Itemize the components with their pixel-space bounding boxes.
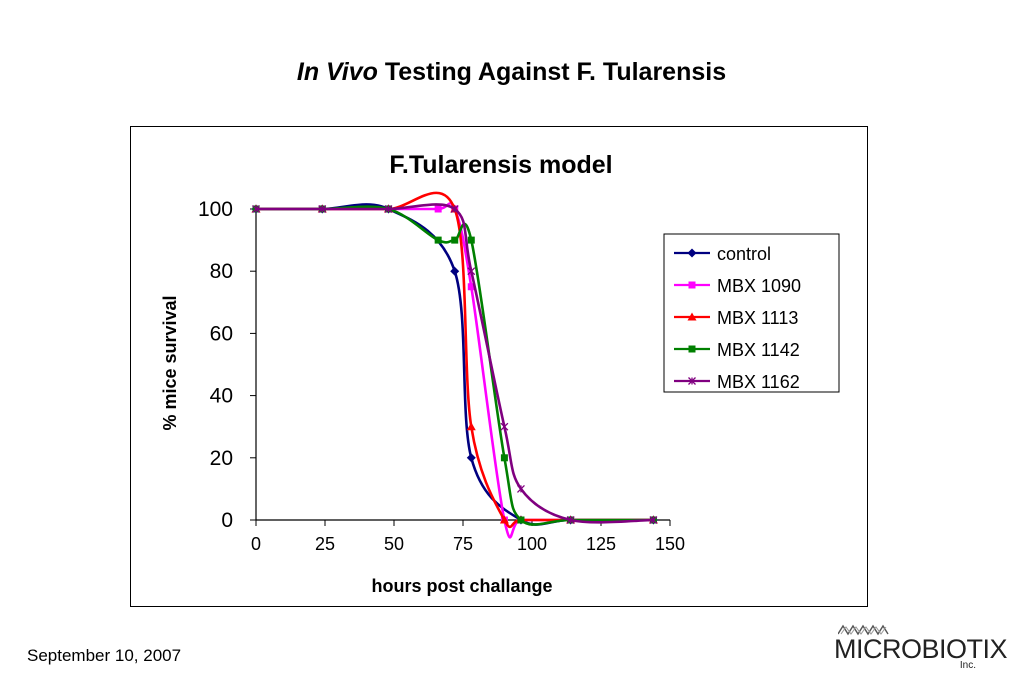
legend-marker bbox=[688, 345, 696, 353]
legend-label: MBX 1142 bbox=[717, 340, 800, 360]
legend-label: MBX 1162 bbox=[717, 372, 800, 392]
legend-entry: MBX 1142 bbox=[674, 340, 800, 360]
legend-marker bbox=[687, 248, 697, 258]
legend: control MBX 1090 MBX 1113 MBX 1142 MBX 1162 bbox=[663, 233, 840, 393]
y-axis-label: % mice survival bbox=[160, 295, 180, 430]
y-tick-label: 20 bbox=[210, 447, 233, 470]
x-tick-label: 125 bbox=[586, 534, 616, 554]
data-point bbox=[467, 283, 475, 291]
legend-marker bbox=[688, 281, 696, 289]
data-point bbox=[318, 205, 327, 213]
series-layer bbox=[251, 191, 658, 539]
axes: 0 20 40 60 80 100 0 25 50 75 100 125 150 bbox=[198, 198, 685, 554]
data-point bbox=[517, 516, 525, 524]
series-line bbox=[256, 203, 654, 524]
data-point bbox=[451, 236, 459, 244]
data-point bbox=[450, 266, 460, 276]
legend-box bbox=[663, 233, 840, 393]
chart-title: F.Tularensis model bbox=[389, 151, 612, 179]
series-line bbox=[256, 202, 654, 539]
survival-chart: F.Tularensis model hours post challange … bbox=[160, 151, 840, 596]
x-axis-label: hours post challange bbox=[371, 576, 552, 596]
x-tick-label: 100 bbox=[517, 534, 547, 554]
series-1 bbox=[251, 203, 658, 526]
legend-entry: MBX 1090 bbox=[674, 276, 801, 296]
data-point bbox=[466, 453, 476, 463]
data-point bbox=[467, 236, 475, 244]
x-tick-label: 50 bbox=[384, 534, 404, 554]
x-tick-label: 75 bbox=[453, 534, 473, 554]
series-5 bbox=[252, 203, 658, 524]
x-tick-label: 0 bbox=[251, 534, 261, 554]
legend-marker bbox=[688, 377, 696, 385]
logo-mark-icon bbox=[838, 624, 889, 636]
y-tick-label: 80 bbox=[210, 260, 233, 283]
footer-date: September 10, 2007 bbox=[27, 646, 182, 665]
microbiotix-logo: MICROBIOTIX Inc. bbox=[832, 624, 1008, 674]
x-tick-label: 150 bbox=[655, 534, 685, 554]
data-point bbox=[450, 205, 459, 213]
data-point bbox=[467, 267, 476, 276]
y-tick-label: 0 bbox=[221, 509, 233, 532]
data-point bbox=[500, 422, 509, 431]
slide-title-rest: Testing Against F. Tularensis bbox=[377, 58, 727, 86]
data-point bbox=[466, 422, 476, 431]
data-point bbox=[434, 205, 442, 213]
data-point bbox=[566, 516, 575, 524]
logo-wordmark: MICROBIOTIX bbox=[834, 634, 1008, 664]
series-2 bbox=[252, 202, 657, 539]
y-tick-label: 60 bbox=[210, 322, 233, 345]
y-tick-label: 100 bbox=[198, 198, 233, 221]
legend-label: MBX 1090 bbox=[717, 276, 801, 296]
slide-title: In Vivo Testing Against F. Tularensis bbox=[0, 58, 1023, 87]
data-point bbox=[649, 516, 658, 524]
data-point bbox=[517, 484, 525, 493]
y-tick-label: 40 bbox=[210, 385, 233, 408]
data-point bbox=[500, 454, 508, 462]
data-point bbox=[252, 205, 260, 213]
series-line bbox=[256, 203, 654, 526]
slide-title-italic: In Vivo bbox=[296, 58, 378, 86]
legend-label: control bbox=[717, 244, 771, 264]
legend-entry: MBX 1113 bbox=[674, 308, 798, 328]
legend-entry: control bbox=[674, 244, 771, 264]
legend-entry: MBX 1162 bbox=[674, 372, 800, 392]
legend-marker bbox=[687, 312, 697, 321]
series-4 bbox=[252, 205, 657, 526]
data-point bbox=[499, 515, 509, 524]
data-point bbox=[384, 205, 393, 213]
data-point bbox=[434, 236, 442, 244]
legend-label: MBX 1113 bbox=[717, 308, 798, 328]
chart-frame: F.Tularensis model hours post challange … bbox=[130, 126, 868, 607]
series-line bbox=[256, 205, 654, 526]
logo-inc: Inc. bbox=[959, 660, 976, 671]
x-tick-label: 25 bbox=[315, 534, 335, 554]
